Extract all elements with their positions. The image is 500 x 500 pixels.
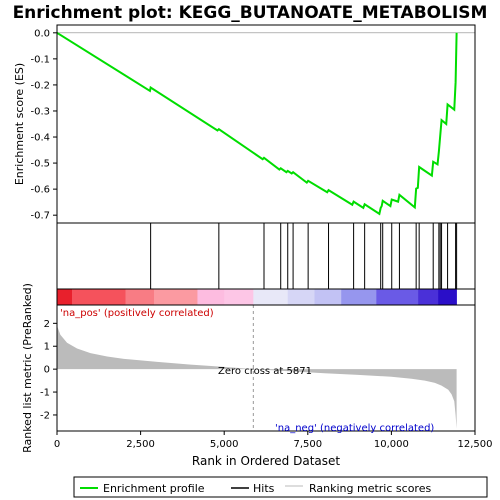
rank-y-tick-label: 2 (44, 319, 50, 330)
negative-correlation-label: 'na_neg' (negatively correlated) (275, 423, 434, 434)
heat-bar-segment (253, 289, 289, 305)
rank-y-tick-label: 0 (44, 365, 50, 376)
ranking-heat-bar (57, 289, 457, 305)
rank-y-tick-label: -2 (40, 410, 50, 421)
rank-panel-frame (56, 304, 476, 432)
heat-bar-segment (72, 289, 126, 305)
x-tick-label: 5,000 (210, 439, 239, 450)
es-y-tick-label: -0.3 (30, 106, 50, 117)
heat-bar-segment (418, 289, 439, 305)
x-tick-label: 12,500 (458, 439, 493, 450)
heat-bar-segment (125, 289, 155, 305)
hits-panel-frame (56, 222, 476, 290)
x-axis-ticks: 0 2,500 5,000 7,500 10,000 12,500 (54, 431, 493, 450)
es-y-axis-label: Enrichment score (ES) (13, 63, 26, 185)
hits-panel (56, 222, 476, 290)
heat-bar-segment (153, 289, 198, 305)
zero-cross-label: Zero cross at 5871 (218, 366, 312, 377)
es-panel-background (57, 25, 475, 223)
x-axis-label: Rank in Ordered Dataset (192, 454, 340, 468)
legend-hits-label: Hits (253, 482, 275, 495)
rank-y-ticks: 2 1 0 -1 -2 (40, 319, 57, 421)
es-y-tick-label: -0.5 (30, 159, 50, 170)
x-tick-label: 7,500 (293, 439, 322, 450)
enrichment-profile-line (56, 31, 458, 216)
positive-correlation-label: 'na_pos' (positively correlated) (60, 308, 214, 319)
es-y-tick-label: -0.2 (30, 80, 50, 91)
es-y-tick-label: -0.7 (30, 211, 50, 222)
es-y-tick-label: -0.6 (30, 185, 50, 196)
es-y-ticks: 0.0 -0.1 -0.2 -0.3 -0.4 -0.5 -0.6 -0.7 (30, 28, 57, 222)
heat-bar-segment (57, 289, 73, 305)
x-tick-label: 0 (54, 439, 60, 450)
heat-bar-segment (376, 289, 419, 305)
heat-bar-segment (438, 289, 457, 305)
rank-y-tick-label: -1 (40, 388, 50, 399)
legend-frame (73, 476, 488, 498)
chart-title: Enrichment plot: KEGG_BUTANOATE_METABOLI… (13, 3, 488, 23)
heat-bar-segment (341, 289, 377, 305)
es-y-tick-label: 0.0 (34, 28, 50, 39)
es-y-tick-label: -0.4 (30, 133, 50, 144)
heat-bar-segment (224, 289, 254, 305)
x-tick-label: 2,500 (126, 439, 155, 450)
legend-rank-label: Ranking metric scores (309, 482, 431, 495)
rank-metric-panel: 2 1 0 -1 -2 'na_pos' (positively correlated)… (21, 283, 476, 453)
heat-bar-segment (197, 289, 225, 305)
heat-bar-segment (314, 289, 342, 305)
legend-enrichment-label: Enrichment profile (103, 482, 205, 495)
es-y-tick-label: -0.1 (30, 54, 50, 65)
rank-y-tick-label: 1 (44, 342, 50, 353)
x-tick-label: 10,000 (374, 439, 409, 450)
es-panel: 0.0 -0.1 -0.2 -0.3 -0.4 -0.5 -0.6 -0.7 Enrichme… (13, 24, 476, 224)
rank-y-axis-label: Ranked list metric (PreRanked) (21, 283, 34, 453)
hit-lines (150, 223, 458, 289)
heat-bar-segment (287, 289, 315, 305)
legend: Enrichment profile Hits Ranking metric s… (73, 476, 488, 498)
